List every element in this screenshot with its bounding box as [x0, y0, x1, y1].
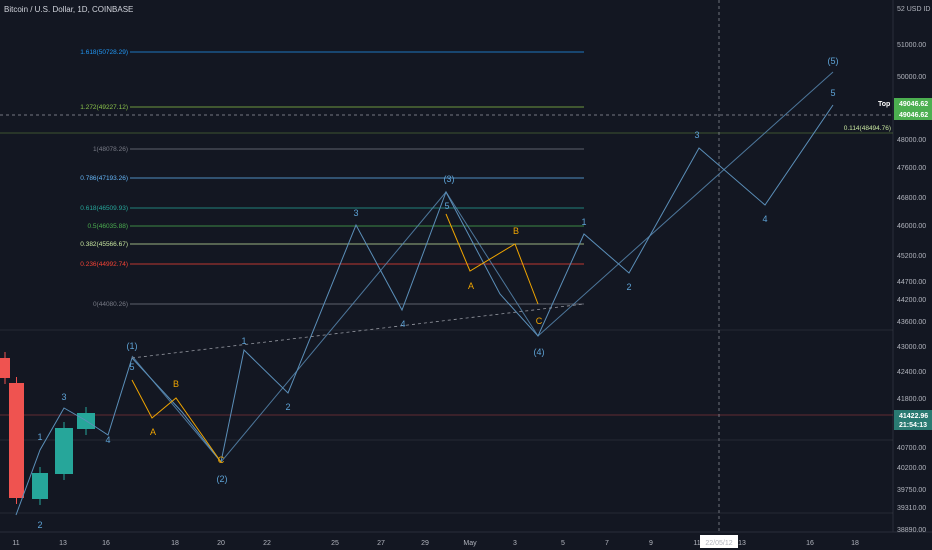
price-axis-tick: 44200.00: [897, 297, 926, 304]
price-axis-tick: 39750.00: [897, 487, 926, 494]
abc-label: B: [173, 379, 179, 389]
fib-level-label: 1(48078.26): [93, 146, 128, 153]
candle-body[interactable]: [0, 358, 10, 378]
time-axis-tick: 22: [263, 540, 271, 547]
fib-level-label: 0.618(46509.93): [80, 205, 128, 212]
abc-label: C: [218, 455, 225, 465]
chart-title: Bitcoin / U.S. Dollar, 1D, COINBASE: [4, 5, 134, 14]
price-axis-tick: 42400.00: [897, 369, 926, 376]
price-axis-tick: 47600.00: [897, 165, 926, 172]
time-axis-tick: 11: [12, 540, 19, 547]
candle-body[interactable]: [55, 428, 73, 474]
wave-label-minor: 1: [241, 336, 246, 346]
abc-label: A: [150, 427, 156, 437]
time-axis-tick: 11: [693, 540, 700, 547]
price-axis-tick: 43000.00: [897, 344, 926, 351]
time-axis-tick: 5: [561, 540, 565, 547]
fib-level-label: 0.5(46035.88): [88, 223, 128, 230]
elliott-wave-major-path: [131, 71, 834, 463]
abc-correction-1: [131, 379, 222, 463]
price-badge-bg-2: [894, 109, 932, 120]
time-axis-tick: 13: [738, 540, 746, 547]
time-axis-tick: 13: [59, 540, 67, 547]
crosshair-date-badge: 22/05/12: [705, 540, 732, 547]
wave-label-major: (1): [127, 341, 138, 351]
wave-label-minor: 1: [37, 432, 42, 442]
abc-label: C: [536, 316, 543, 326]
wave-label-minor: 4: [105, 435, 110, 445]
abc-correction-2: [445, 213, 539, 305]
wave-label-minor: 4: [762, 214, 767, 224]
price-axis-tick: 46800.00: [897, 195, 926, 202]
fib-level-label: 0.382(45566.67): [80, 241, 128, 248]
wave-label-major: (3): [444, 174, 455, 184]
time-axis-tick: 29: [421, 540, 429, 547]
fib-0114-label: 0.114(48494.76): [844, 125, 891, 132]
wave-label-minor: 2: [285, 402, 290, 412]
fib-level-label: 0(44080.26): [93, 301, 128, 308]
price-axis-tick: 50000.00: [897, 74, 926, 81]
last-price-badge-bg: [894, 410, 932, 430]
time-axis-tick: 16: [806, 540, 814, 547]
wave-label-minor: 2: [37, 520, 42, 530]
wave-label-minor: 4: [400, 319, 405, 329]
fib-level-label: 1.272(49227.12): [80, 104, 128, 111]
price-axis-tick: 41800.00: [897, 396, 926, 403]
fib-level-label: 1.618(50728.29): [80, 49, 128, 56]
price-badge-bg: [894, 98, 932, 109]
price-axis-tick: 48000.00: [897, 137, 926, 144]
crosshair-price-badge: 49046.62: [899, 112, 928, 119]
time-axis-tick: 20: [217, 540, 225, 547]
fib-level-label: 0.236(44992.74): [80, 261, 128, 268]
time-axis-tick: 16: [102, 540, 110, 547]
candle-body[interactable]: [9, 383, 24, 498]
fib-level-label: 0.786(47193.26): [80, 175, 128, 182]
price-axis-tick: 51000.00: [897, 42, 926, 49]
wave-label-minor: 1: [581, 217, 586, 227]
last-price-badge: 41422.96: [899, 413, 928, 420]
wave-label-major: (4): [534, 347, 545, 357]
elliott-wave-path: [15, 104, 834, 516]
wave-label-minor: 3: [61, 392, 66, 402]
trendline-dashed: [131, 303, 585, 359]
wave-label-minor: 5: [830, 88, 835, 98]
price-axis-tick: 43600.00: [897, 319, 926, 326]
wave-label-minor: 2: [626, 282, 631, 292]
time-axis-tick: May: [463, 540, 477, 547]
wave-label-major: (5): [828, 56, 839, 66]
time-axis-tick: 7: [605, 540, 609, 547]
time-axis-tick: 27: [377, 540, 385, 547]
crosshair-date-badge-bg: [700, 535, 738, 548]
candle-body[interactable]: [32, 473, 48, 499]
price-axis-unit: 52 USD ID: [897, 6, 930, 13]
price-axis-tick: 40200.00: [897, 465, 926, 472]
time-axis-tick: 3: [513, 540, 517, 547]
wave-label-minor: 5: [129, 362, 134, 372]
current-price-badge: 49046.62: [899, 101, 928, 108]
price-axis-tick: 44700.00: [897, 279, 926, 286]
wave-label-minor: 3: [353, 208, 358, 218]
abc-label: B: [513, 226, 519, 236]
time-axis-tick: 18: [171, 540, 179, 547]
price-axis-tick: 38890.00: [897, 527, 926, 534]
price-axis-tick: 45200.00: [897, 253, 926, 260]
wave-label-major: (2): [217, 474, 228, 484]
wave-label-minor: 3: [694, 130, 699, 140]
countdown-badge: 21:54:13: [899, 422, 927, 429]
price-axis-tick: 46000.00: [897, 223, 926, 230]
wave-label-minor: 5: [444, 201, 449, 211]
time-axis-tick: 25: [331, 540, 339, 547]
top-label: Top: [878, 101, 890, 108]
price-axis-tick: 39310.00: [897, 505, 926, 512]
time-axis-tick: 9: [649, 540, 653, 547]
time-axis-tick: 18: [851, 540, 859, 547]
price-axis-tick: 40700.00: [897, 445, 926, 452]
abc-label: A: [468, 281, 474, 291]
